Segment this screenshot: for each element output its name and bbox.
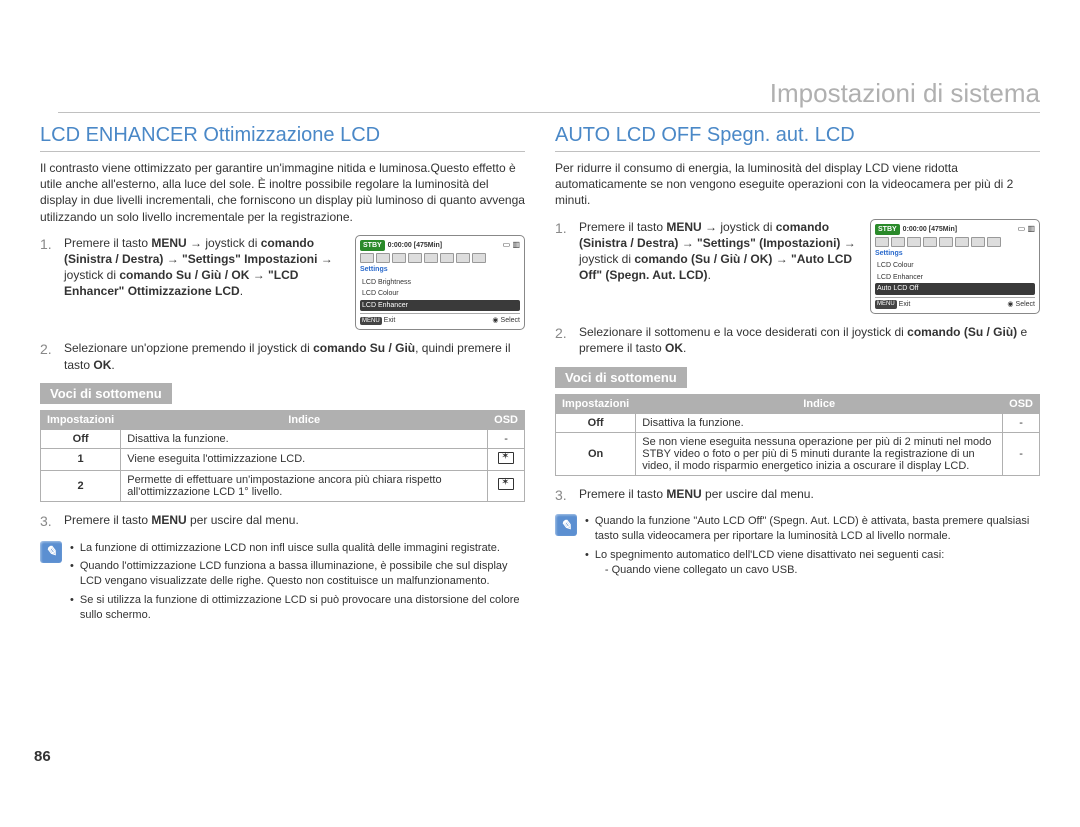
left-step2: Selezionare un'opzione premendo il joyst… [64,340,525,372]
page-number: 86 [34,748,51,765]
cell: On [556,432,636,475]
lcd-enhance-icon [498,452,514,464]
left-note2: Quando l'ottimizzazione LCD funziona a b… [80,559,525,589]
right-steps-cont: Premere il tasto MENU per uscire dal men… [555,486,1040,505]
menu-item: LCD Colour [875,260,1035,271]
menu-item-selected: LCD Enhancer [360,300,520,311]
rec-time: 0:00:00 [475Min] [903,225,957,234]
th-index: Indice [636,394,1003,413]
right-note2-sub: - Quando viene collegato un cavo USB. [595,563,944,578]
note-icon: ✎ [555,514,577,536]
settings-label: Settings [360,265,520,274]
right-step3: Premere il tasto MENU per uscire dal men… [579,486,1040,502]
menu-item-selected: Auto LCD Off [875,283,1035,294]
cell: Disattiva la funzione. [121,429,488,448]
left-submenu-heading: Voci di sottomenu [40,383,172,404]
left-options-table: Impostazioni Indice OSD Off Disattiva la… [40,410,525,502]
right-note1: Quando la funzione "Auto LCD Off" (Spegn… [595,514,1040,544]
left-step3: Premere il tasto MENU per uscire dal men… [64,512,525,528]
right-section-title: AUTO LCD OFF Spegn. aut. LCD [555,124,1040,152]
stby-badge: STBY [875,224,900,235]
cell: Se non viene eseguita nessuna operazione… [636,432,1003,475]
mode-icon-row [360,253,520,263]
left-note3: Se si utilizza la funzione di ottimizzaz… [80,593,525,623]
cell [488,470,525,501]
th-osd: OSD [1003,394,1040,413]
left-lcd-screenshot: STBY 0:00:00 [475Min] ▭ ▥ Settings LCD B… [355,235,525,331]
settings-label: Settings [875,249,1035,258]
cell: Off [41,429,121,448]
lcd-enhance-icon [498,478,514,490]
th-settings: Impostazioni [41,410,121,429]
menu-item: LCD Enhancer [875,272,1035,283]
rec-time: 0:00:00 [475Min] [388,241,442,250]
left-steps: Premere il tasto MENU → joystick di coma… [40,235,525,373]
menu-item: LCD Brightness [360,277,520,288]
th-settings: Impostazioni [556,394,636,413]
cell: Permette di effettuare un'impostazione a… [121,470,488,501]
menu-button-label: MENU [360,317,382,325]
right-note-box: ✎ Quando la funzione "Auto LCD Off" (Spe… [555,514,1040,581]
left-note-box: ✎ La funzione di ottimizzazione LCD non … [40,541,525,627]
cell [488,448,525,470]
exit-label: Exit [899,300,911,309]
cell: - [488,429,525,448]
cell: Viene eseguita l'ottimizzazione LCD. [121,448,488,470]
right-step1: Premere il tasto MENU → joystick di coma… [579,219,860,284]
page-header: Impostazioni di sistema [770,78,1040,109]
th-osd: OSD [488,410,525,429]
menu-button-label: MENU [875,300,897,308]
right-lcd-screenshot: STBY 0:00:00 [475Min] ▭ ▥ Settings LCD C… [870,219,1040,315]
battery-icon: ▭ ▥ [503,240,520,251]
stby-badge: STBY [360,240,385,251]
right-column: AUTO LCD OFF Spegn. aut. LCD Per ridurre… [555,124,1040,627]
th-index: Indice [121,410,488,429]
left-step1: Premere il tasto MENU → joystick di coma… [64,235,345,300]
menu-item: LCD Colour [360,288,520,299]
cell: Off [556,413,636,432]
right-note2: Lo spegnimento automatico dell'LCD viene… [595,548,944,578]
right-options-table: Impostazioni Indice OSD Off Disattiva la… [555,394,1040,476]
cell: - [1003,413,1040,432]
mode-icon-row [875,237,1035,247]
note-icon: ✎ [40,541,62,563]
right-step2: Selezionare il sottomenu e la voce desid… [579,324,1040,356]
left-steps-cont: Premere il tasto MENU per uscire dal men… [40,512,525,531]
left-note1: La funzione di ottimizzazione LCD non in… [80,541,500,556]
battery-icon: ▭ ▥ [1018,224,1035,235]
left-column: LCD ENHANCER Ottimizzazione LCD Il contr… [40,124,525,627]
cell: 2 [41,470,121,501]
cell: Disattiva la funzione. [636,413,1003,432]
cell: - [1003,432,1040,475]
select-label: Select [501,316,520,325]
right-intro: Per ridurre il consumo di energia, la lu… [555,160,1040,209]
right-submenu-heading: Voci di sottomenu [555,367,687,388]
select-label: Select [1016,300,1035,309]
header-rule [58,112,1040,113]
left-section-title: LCD ENHANCER Ottimizzazione LCD [40,124,525,152]
cell: 1 [41,448,121,470]
left-intro: Il contrasto viene ottimizzato per garan… [40,160,525,225]
right-steps: Premere il tasto MENU → joystick di coma… [555,219,1040,357]
exit-label: Exit [384,316,396,325]
